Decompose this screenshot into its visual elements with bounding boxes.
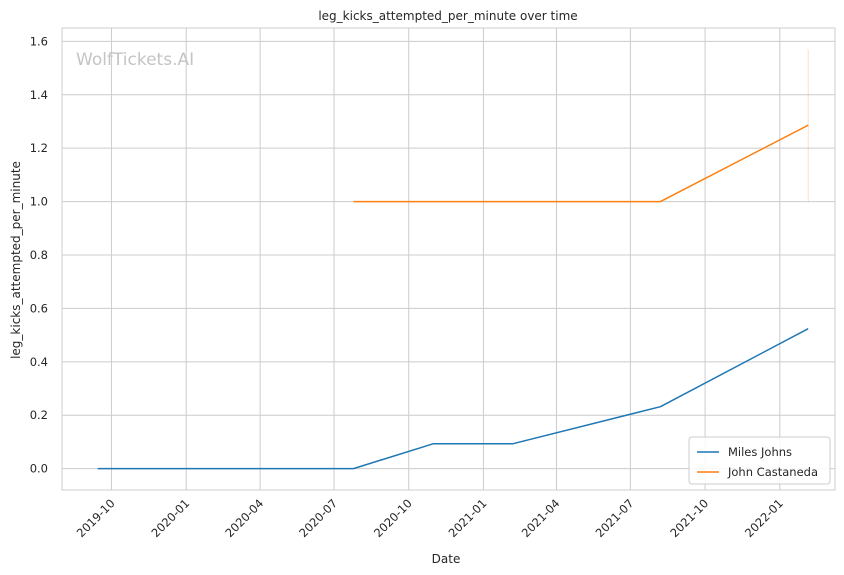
watermark: WolfTickets.AI — [76, 50, 194, 70]
x-tick-label: 2020-10 — [371, 496, 415, 540]
series-line-miles-johns — [97, 328, 809, 470]
legend: Miles Johns John Castaneda — [688, 436, 831, 485]
y-tick-label: 0.2 — [30, 408, 48, 422]
y-tick-label: 1.4 — [30, 88, 48, 102]
x-tick-label: 2020-04 — [222, 496, 266, 540]
y-tick-label: 1.0 — [30, 195, 48, 209]
x-axis-ticks: 2019-10 2020-01 2020-04 2020-07 2020-10 2021-… — [74, 496, 786, 540]
chart-title: leg_kicks_attempted_per_minute over time — [318, 9, 577, 23]
y-tick-label: 0.8 — [30, 248, 48, 262]
y-tick-label: 1.2 — [30, 141, 48, 155]
y-tick-label: 1.6 — [30, 34, 48, 48]
series-layer — [97, 49, 809, 470]
y-axis-label: leg_kicks_attempted_per_minute — [9, 161, 23, 359]
x-tick-label: 2019-10 — [74, 496, 118, 540]
x-tick-label: 2020-01 — [148, 496, 192, 540]
legend-box — [688, 436, 831, 485]
x-tick-label: 2022-01 — [742, 496, 786, 540]
x-tick-label: 2021-07 — [593, 496, 637, 540]
x-tick-label: 2020-07 — [296, 496, 340, 540]
y-tick-label: 0.4 — [30, 355, 48, 369]
x-tick-label: 2021-10 — [667, 496, 711, 540]
y-axis-ticks: 0.0 0.2 0.4 0.6 0.8 1.0 1.2 1.4 1.6 — [30, 34, 48, 475]
x-tick-label: 2021-01 — [446, 496, 490, 540]
legend-label-john-castaneda: John Castaneda — [727, 465, 818, 479]
legend-label-miles-johns: Miles Johns — [728, 445, 792, 459]
y-tick-label: 0.6 — [30, 301, 48, 315]
x-tick-label: 2021-04 — [519, 496, 563, 540]
x-axis-label: Date — [432, 552, 461, 566]
series-line-john-castaneda — [353, 124, 809, 203]
plot-area — [61, 27, 836, 491]
y-tick-label: 0.0 — [30, 462, 48, 476]
